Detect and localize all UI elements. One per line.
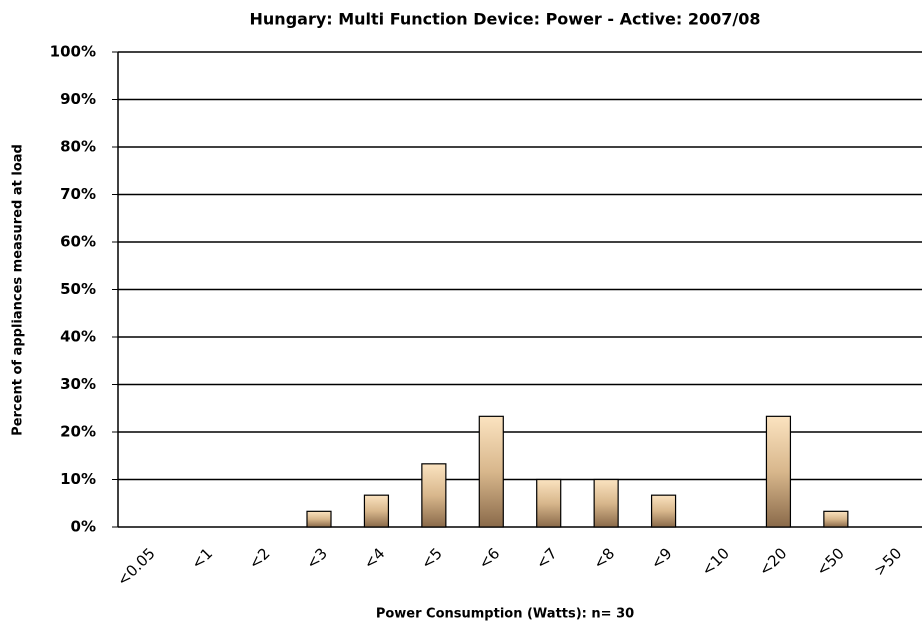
x-axis-title: Power Consumption (Watts): n= 30 <box>376 607 634 622</box>
y-tick-label: 10% <box>60 470 96 488</box>
x-tick-label: <6 <box>475 544 503 572</box>
y-tick-label: 60% <box>60 233 96 251</box>
x-tick-label: <10 <box>698 544 733 579</box>
x-tick-label: <2 <box>245 544 273 572</box>
y-tick-label: 70% <box>60 185 96 203</box>
bar <box>363 494 390 528</box>
x-tick-label: <0.05 <box>113 544 158 589</box>
y-tick-label: 50% <box>60 280 96 298</box>
x-tick-label: <3 <box>303 544 331 572</box>
y-tick-label: 100% <box>50 43 96 61</box>
y-tick-label: 90% <box>60 90 96 108</box>
bar <box>593 478 619 528</box>
y-tick-label: 20% <box>60 423 96 441</box>
x-tick-label: <1 <box>188 544 216 572</box>
y-tick-label: 40% <box>60 328 96 346</box>
x-tick-label: <4 <box>360 544 388 572</box>
y-tick-label: 80% <box>60 138 96 156</box>
y-tick-label: 0% <box>71 518 96 536</box>
x-tick-label: <20 <box>755 544 790 579</box>
x-tick-label: <5 <box>417 544 445 572</box>
x-tick-label: <7 <box>532 544 560 572</box>
bar <box>650 494 677 528</box>
bar <box>478 415 504 528</box>
bar <box>421 463 447 528</box>
chart-title: Hungary: Multi Function Device: Power - … <box>250 10 761 29</box>
x-tick-label: <8 <box>590 544 618 572</box>
bar <box>306 510 332 528</box>
bar <box>765 415 792 528</box>
bar <box>823 510 849 528</box>
bar <box>536 478 562 528</box>
x-tick-label: <50 <box>813 544 848 579</box>
x-tick-label: <9 <box>647 544 675 572</box>
y-tick-label: 30% <box>60 375 96 393</box>
x-tick-label: >50 <box>870 544 905 579</box>
y-axis-title: Percent of appliances measured at load <box>11 144 26 436</box>
